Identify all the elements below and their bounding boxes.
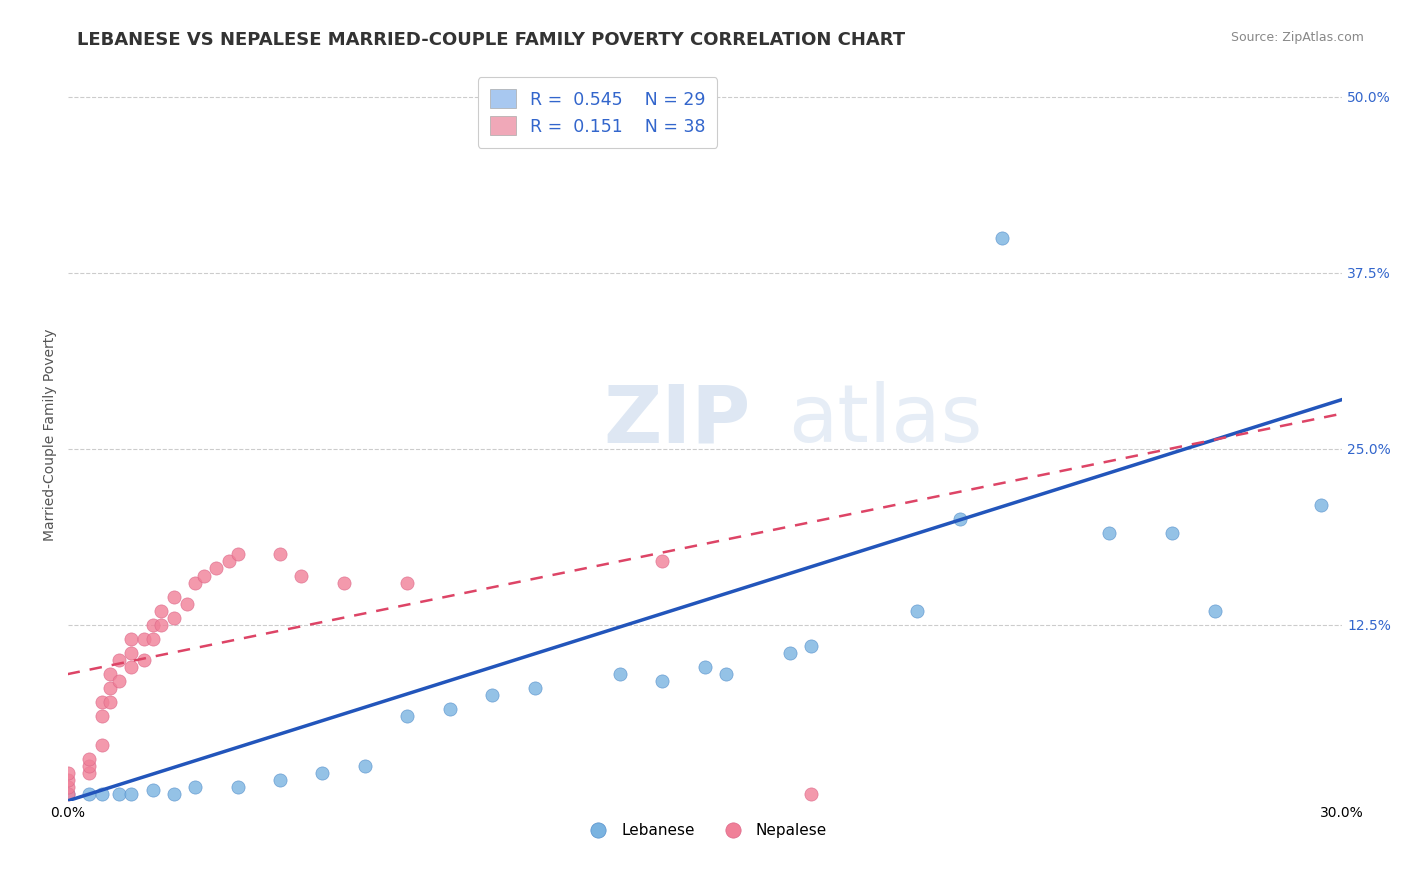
Point [107, 653, 129, 667]
Point [120, 660, 142, 674]
Point [439, 702, 461, 716]
Point [56, 780, 79, 794]
Point [77, 751, 100, 765]
Text: atlas: atlas [787, 381, 983, 459]
Point [1204, 604, 1226, 618]
Point [193, 568, 215, 582]
Point [949, 512, 972, 526]
Point [163, 787, 186, 801]
Point [163, 590, 186, 604]
Point [693, 660, 716, 674]
Point [107, 787, 129, 801]
Point [120, 646, 142, 660]
Point [150, 604, 173, 618]
Point [98, 681, 121, 696]
Point [609, 667, 631, 681]
Text: LEBANESE VS NEPALESE MARRIED-COUPLE FAMILY POVERTY CORRELATION CHART: LEBANESE VS NEPALESE MARRIED-COUPLE FAMI… [77, 31, 905, 49]
Point [269, 548, 291, 562]
Point [120, 632, 142, 646]
Point [523, 681, 546, 696]
Point [218, 554, 240, 568]
Point [991, 230, 1014, 244]
Point [800, 787, 823, 801]
Point [779, 646, 801, 660]
Point [56, 787, 79, 801]
Point [1097, 526, 1119, 541]
Point [481, 688, 503, 702]
Point [56, 787, 79, 801]
Point [77, 758, 100, 772]
Point [132, 632, 155, 646]
Point [1310, 498, 1333, 512]
Point [163, 611, 186, 625]
Point [150, 617, 173, 632]
Point [141, 617, 163, 632]
Point [141, 782, 163, 797]
Point [226, 548, 249, 562]
Point [90, 695, 112, 709]
Point [332, 575, 354, 590]
Point [354, 758, 377, 772]
Point [269, 772, 291, 787]
Point [98, 667, 121, 681]
Point [1161, 526, 1184, 541]
Point [120, 787, 142, 801]
Point [714, 667, 737, 681]
Point [90, 709, 112, 723]
Point [905, 604, 928, 618]
Point [311, 765, 333, 780]
Point [800, 639, 823, 653]
Legend: Lebanese, Nepalese: Lebanese, Nepalese [576, 817, 832, 845]
Point [205, 561, 228, 575]
Point [290, 568, 312, 582]
Point [184, 575, 207, 590]
Point [132, 653, 155, 667]
Point [184, 780, 207, 794]
Point [396, 709, 419, 723]
Point [226, 780, 249, 794]
Point [107, 674, 129, 689]
Point [651, 554, 673, 568]
Point [396, 575, 419, 590]
Text: Source: ZipAtlas.com: Source: ZipAtlas.com [1230, 31, 1364, 45]
Point [651, 674, 673, 689]
Point [141, 632, 163, 646]
Point [77, 787, 100, 801]
Point [77, 765, 100, 780]
Point [176, 597, 198, 611]
Point [56, 765, 79, 780]
Point [90, 738, 112, 752]
Point [56, 772, 79, 787]
Text: ZIP: ZIP [603, 381, 751, 459]
Point [98, 695, 121, 709]
Point [90, 787, 112, 801]
Y-axis label: Married-Couple Family Poverty: Married-Couple Family Poverty [44, 328, 58, 541]
